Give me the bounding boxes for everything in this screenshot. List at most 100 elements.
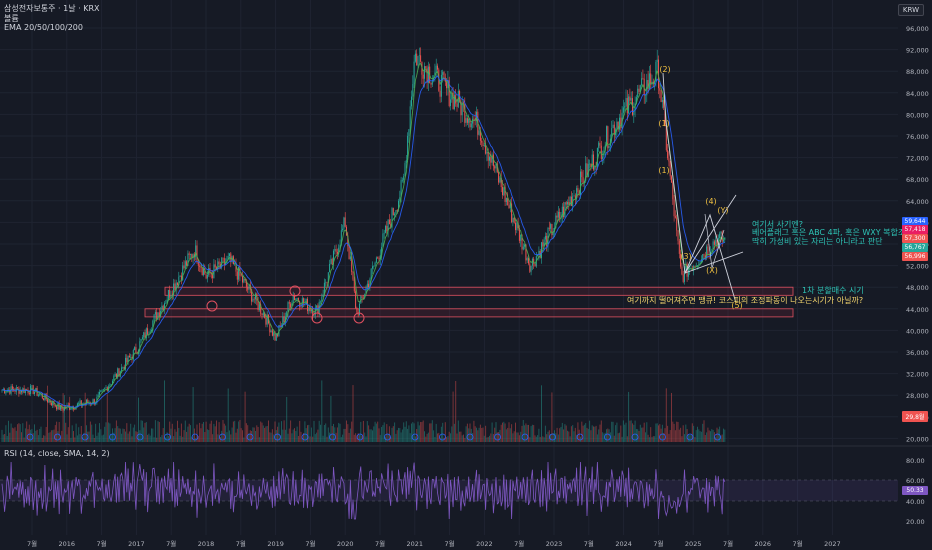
candle-body (266, 314, 268, 325)
volume-bar (481, 427, 483, 442)
volume-bar (239, 420, 241, 442)
currency-badge[interactable]: KRW (897, 4, 924, 16)
candle-body (132, 350, 134, 360)
candle-body (542, 242, 544, 247)
volume-bar (141, 420, 143, 442)
volume-bar (206, 429, 208, 442)
event-marker (411, 433, 419, 441)
candle-body (362, 297, 364, 299)
volume-bar (199, 422, 201, 442)
event-marker (714, 433, 721, 441)
volume-bar (78, 427, 80, 442)
volume-bar (1, 429, 3, 442)
volume-bar (717, 429, 719, 442)
candle-body (435, 65, 437, 73)
candle-body (349, 256, 351, 260)
candle-body (187, 253, 189, 266)
candle-body (590, 163, 592, 167)
time-axis-label: 7월 (723, 539, 733, 548)
volume-bar (593, 426, 594, 442)
volume-bar (317, 429, 319, 442)
volume-bar (639, 424, 641, 442)
volume-bar (369, 429, 371, 442)
volume-bar (482, 427, 484, 442)
candle-body (720, 231, 722, 234)
volume-bar (374, 421, 376, 442)
ema-legend[interactable]: EMA 20/50/100/200 (4, 23, 83, 32)
symbol-title[interactable]: 삼성전자보통주 · 1날 · KRX (4, 4, 100, 13)
candle-body (230, 253, 232, 262)
ema50-line (1, 75, 726, 408)
volume-bar (576, 434, 578, 442)
candle-body (210, 273, 212, 275)
candle-body (682, 274, 684, 282)
volume-bar (326, 436, 328, 442)
candle-body (687, 269, 689, 277)
volume-bar (556, 427, 558, 442)
volume-bar (158, 422, 160, 442)
candle-body (151, 329, 152, 332)
candle-body (152, 320, 154, 330)
volume-bar (109, 423, 111, 442)
candle-body (448, 80, 450, 107)
time-axis-label: 7월 (236, 539, 246, 548)
candle-body (416, 53, 418, 66)
volume-bar (296, 426, 298, 442)
rsi-axis-label: 20.00 (906, 518, 925, 526)
volume-bar (390, 437, 392, 442)
volume-bar (89, 421, 91, 442)
volume-bar (262, 425, 264, 442)
candle-body (355, 291, 357, 309)
volume-bar (648, 437, 650, 442)
volume-bar (528, 424, 529, 442)
volume-bar (425, 436, 427, 442)
elliott-wave-drawings: (2) (1) (3) (4) (5) (Y) (X) (1) (658, 65, 744, 310)
volume-bar (537, 435, 539, 442)
volume-bar (281, 421, 282, 442)
candle-body (573, 195, 575, 197)
volume-bar (197, 436, 199, 442)
volume-bar (463, 434, 464, 442)
candle-body (550, 224, 552, 229)
candle-body (656, 59, 658, 62)
candle-body (552, 231, 554, 236)
event-marker (686, 433, 694, 441)
volume-bar (299, 420, 301, 442)
volume-bar (193, 428, 195, 442)
ema20-line (1, 62, 725, 409)
candle-body (329, 263, 331, 273)
candle-body (102, 388, 104, 390)
candle-body (408, 129, 410, 136)
volume-bar (459, 431, 461, 442)
event-marker (466, 433, 474, 441)
candle-body (703, 254, 705, 256)
candle-body (271, 330, 273, 336)
candle-body (680, 253, 682, 267)
candle-body (240, 275, 242, 277)
volume-bar (305, 428, 307, 442)
volume-bar (630, 420, 632, 442)
wave-label: (1) (658, 119, 669, 128)
volume-bar (422, 420, 424, 442)
candle-body (576, 188, 578, 200)
candle-body (663, 99, 665, 108)
ema-lines (1, 62, 726, 409)
volume-bar (186, 431, 188, 442)
candle-body (712, 241, 714, 252)
volume-legend[interactable]: 볼륨 (4, 14, 19, 23)
volume-bar (598, 429, 600, 442)
candle-body (62, 408, 64, 411)
candle-body (244, 278, 246, 281)
price-tag-1: 59,644 (902, 217, 928, 226)
volume-bar (426, 433, 428, 442)
price-tag-2: 57,418 (902, 225, 928, 234)
price-axis-label: 76,000 (906, 133, 929, 141)
rsi-legend[interactable]: RSI (14, close, SMA, 14, 2) (4, 449, 110, 458)
volume-bar (84, 392, 86, 442)
volume-bar (74, 437, 76, 442)
candle-body (490, 156, 492, 163)
volume-bar (226, 432, 228, 442)
candle-body (300, 306, 302, 308)
volume-bar (139, 430, 141, 442)
